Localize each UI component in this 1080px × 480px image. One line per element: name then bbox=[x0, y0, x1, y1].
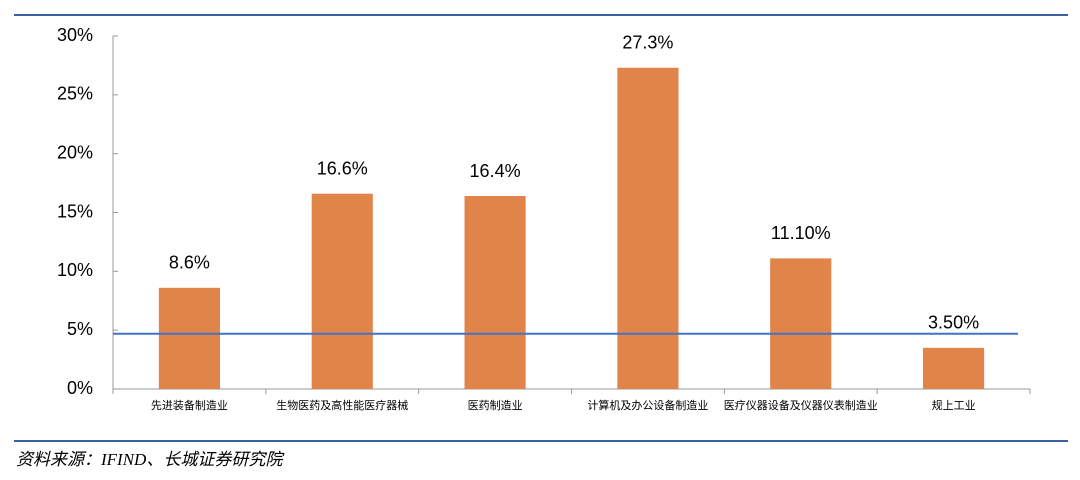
x-tick-label: 计算机及办公设备制造业 bbox=[587, 398, 708, 412]
bar bbox=[464, 196, 526, 389]
value-label: 3.50% bbox=[928, 313, 979, 333]
bar bbox=[617, 67, 679, 390]
x-tick-label: 规上工业 bbox=[932, 398, 976, 412]
source: 资料来源：IFIND、长城证券研究院 bbox=[16, 450, 285, 469]
y-tick-label: 0% bbox=[67, 378, 93, 398]
bar bbox=[158, 287, 220, 389]
bar bbox=[923, 347, 985, 389]
value-label: 8.6% bbox=[169, 253, 210, 273]
value-label: 16.4% bbox=[470, 161, 521, 181]
x-tick-label: 先进装备制造业 bbox=[151, 398, 228, 412]
y-tick-label: 15% bbox=[57, 201, 93, 221]
value-label: 27.3% bbox=[622, 33, 673, 53]
value-label: 11.10% bbox=[771, 223, 831, 243]
bar bbox=[311, 193, 373, 389]
y-tick-label: 30% bbox=[57, 25, 93, 45]
x-tick-label: 生物医药及高性能医疗器械 bbox=[276, 398, 408, 412]
y-tick-label: 5% bbox=[67, 319, 93, 339]
x-tick-label: 医疗仪器设备及仪器仪表制造业 bbox=[724, 398, 878, 412]
y-tick-label: 10% bbox=[57, 260, 93, 280]
x-tick-label: 医药制造业 bbox=[468, 398, 523, 412]
value-label: 16.6% bbox=[317, 158, 368, 178]
bar bbox=[770, 258, 832, 389]
y-tick-label: 25% bbox=[57, 84, 93, 104]
y-tick-label: 20% bbox=[57, 142, 93, 162]
